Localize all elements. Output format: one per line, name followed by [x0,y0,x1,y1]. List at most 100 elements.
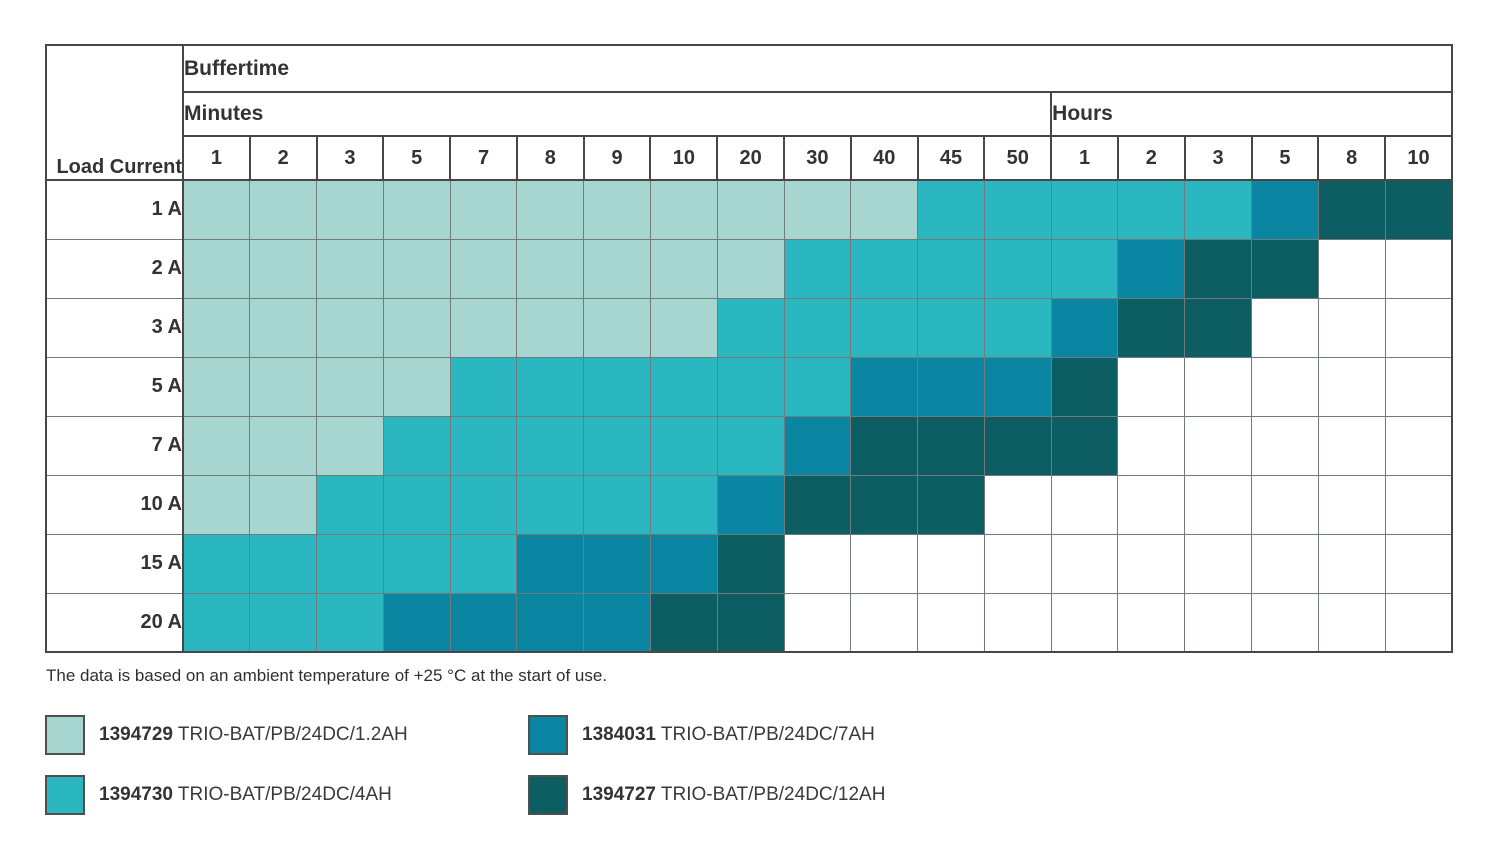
cell-product-1384031 [516,592,585,653]
cell-product-1394730 [983,179,1052,240]
col-header: 3 [315,135,385,181]
col-header: 10 [649,135,719,181]
cell-product-1394729 [516,238,585,299]
cell-product-1394730 [917,179,985,240]
cell-product-1394730 [516,474,585,535]
table-row: 3 A [45,297,1453,358]
cell-product-1394729 [249,415,318,476]
cell-empty [1251,474,1319,535]
group-header-row: Minutes Hours [46,91,1453,137]
legend-item-1394729: 1394729 TRIO-BAT/PB/24DC/1.2AH [45,715,528,755]
cell-empty [1117,356,1186,417]
cell-product-1394727 [850,474,919,535]
cell-empty [1384,474,1453,535]
cell-product-1394730 [850,297,919,358]
cell-product-1394729 [850,179,919,240]
cell-product-1394729 [182,474,251,535]
cell-empty [1317,592,1386,653]
cell-product-1394729 [316,297,384,358]
cell-empty [850,592,919,653]
cell-product-1394730 [1184,179,1252,240]
legend-item-1384031: 1384031 TRIO-BAT/PB/24DC/7AH [528,715,1454,755]
cell-product-1394729 [649,238,718,299]
cell-product-1394729 [449,179,518,240]
cell-empty [1184,356,1252,417]
col-header: 5 [1250,135,1320,181]
cell-product-1384031 [783,415,852,476]
cell-product-1394729 [583,297,651,358]
col-header: 1 [1050,135,1119,181]
col-header: 9 [582,135,652,181]
cell-product-1394727 [1184,297,1252,358]
cell-product-1394729 [316,238,384,299]
cell-product-1384031 [516,533,585,594]
col-header: 20 [716,135,786,181]
cell-product-1394729 [382,356,451,417]
row-label: 10 A [45,474,184,535]
col-header: 5 [382,135,452,181]
cell-product-1394730 [783,238,852,299]
cell-product-1394730 [983,238,1052,299]
cell-product-1394729 [449,297,518,358]
cell-empty [1384,533,1453,594]
cell-product-1394727 [1317,179,1386,240]
cell-product-1394729 [182,179,251,240]
table-row: 5 A [45,356,1453,417]
cell-product-1394730 [182,592,251,653]
legend-swatch [528,775,568,815]
cell-product-1394727 [1117,297,1186,358]
cell-empty [1384,592,1453,653]
cell-product-1394730 [449,415,518,476]
cell-product-1394730 [249,533,318,594]
cell-empty [1317,415,1386,476]
cell-product-1394730 [917,297,985,358]
cell-product-1394730 [649,415,718,476]
cell-product-1394729 [516,179,585,240]
cell-product-1394727 [1050,415,1119,476]
row-label: 1 A [45,179,184,240]
cell-product-1394727 [1251,238,1319,299]
col-header: 40 [849,135,919,181]
cell-product-1394730 [316,474,384,535]
cell-empty [1117,474,1186,535]
cell-empty [917,533,985,594]
cell-product-1394730 [182,533,251,594]
cell-product-1394729 [249,297,318,358]
col-header: 10 [1384,135,1453,181]
cell-product-1394729 [583,179,651,240]
cell-product-1384031 [1050,297,1119,358]
cell-product-1394729 [516,297,585,358]
cell-product-1394729 [716,238,785,299]
cell-product-1394730 [716,297,785,358]
cell-product-1384031 [983,356,1052,417]
cell-product-1394730 [583,415,651,476]
cell-product-1384031 [1117,238,1186,299]
cell-empty [1317,474,1386,535]
cell-product-1384031 [449,592,518,653]
legend-label: 1384031 TRIO-BAT/PB/24DC/7AH [582,724,875,745]
cell-product-1394727 [1384,179,1453,240]
cell-product-1384031 [583,533,651,594]
col-header: 30 [783,135,852,181]
cell-product-1394730 [249,592,318,653]
cell-product-1394730 [716,415,785,476]
row-axis-header: Load Current [45,44,184,181]
cell-empty [1050,474,1119,535]
table-row: 10 A [45,474,1453,535]
title-row: Load Current Buffertime [45,44,1453,181]
col-header: 2 [248,135,318,181]
cell-empty [1384,415,1453,476]
cell-product-1394730 [382,533,451,594]
cell-product-1394729 [182,297,251,358]
col-header: 45 [916,135,986,181]
cell-empty [1317,297,1386,358]
cell-product-1394730 [516,415,585,476]
cell-product-1394729 [316,415,384,476]
col-header: 7 [449,135,518,181]
cell-product-1394729 [649,297,718,358]
cell-empty [983,592,1052,653]
legend-item-1394727: 1394727 TRIO-BAT/PB/24DC/12AH [528,775,1454,815]
row-label: 7 A [45,415,184,476]
cell-product-1394729 [316,356,384,417]
